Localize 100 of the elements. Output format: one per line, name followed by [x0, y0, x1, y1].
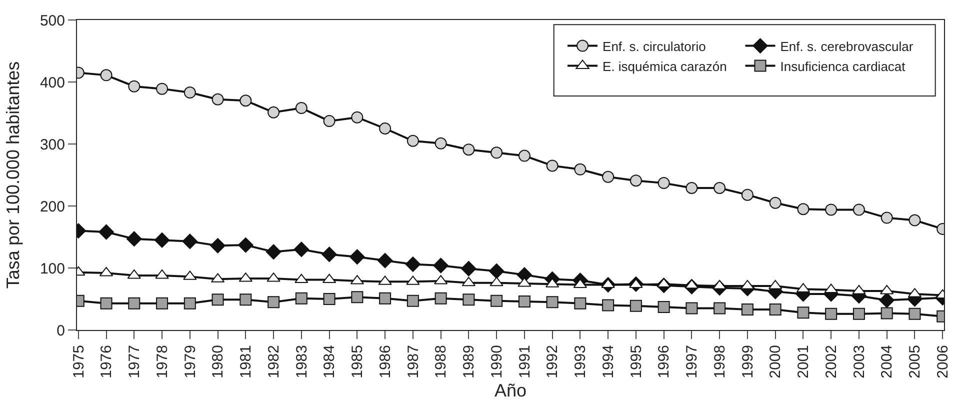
- point: [769, 304, 782, 316]
- point: [210, 238, 226, 254]
- point: [602, 299, 614, 312]
- point: [323, 115, 336, 128]
- point: [741, 188, 754, 201]
- x-tick-label: 1990: [488, 345, 506, 378]
- point: [433, 258, 448, 274]
- x-tick-label: 1999: [739, 345, 756, 378]
- point: [128, 80, 140, 92]
- point: [686, 182, 698, 194]
- x-tick-label: 1984: [321, 345, 338, 378]
- point: [741, 304, 754, 316]
- x-tick-label: 2002: [822, 345, 840, 378]
- point: [686, 302, 698, 314]
- point: [266, 244, 282, 260]
- point: [155, 269, 169, 279]
- point: [825, 204, 838, 216]
- point: [797, 306, 810, 319]
- point: [100, 69, 112, 82]
- point: [516, 267, 532, 282]
- x-tick-label: 1982: [265, 345, 282, 378]
- x-tick-label: 1981: [238, 345, 255, 378]
- y-tick-label: 400: [40, 74, 65, 92]
- point: [630, 300, 642, 312]
- point: [852, 284, 866, 294]
- point: [574, 297, 586, 310]
- x-tick-label: 1979: [182, 345, 199, 378]
- point: [379, 292, 392, 304]
- point: [184, 86, 196, 99]
- point: [518, 150, 530, 162]
- point: [212, 93, 224, 106]
- point: [714, 182, 726, 194]
- point: [238, 237, 254, 253]
- point: [630, 174, 642, 187]
- point: [769, 196, 782, 209]
- x-tick-label: 1995: [628, 345, 645, 378]
- point: [797, 203, 810, 216]
- legend-label: Enf. s. cerebrovascular: [780, 38, 914, 54]
- y-tick-label: 100: [40, 260, 65, 278]
- point: [184, 297, 196, 310]
- point: [350, 249, 365, 264]
- x-tick-label: 1978: [154, 345, 171, 378]
- point: [377, 252, 393, 268]
- point: [546, 296, 558, 308]
- point: [295, 292, 308, 304]
- point: [658, 301, 670, 314]
- point: [128, 297, 140, 310]
- x-tick-label: 1985: [349, 345, 366, 378]
- legend-label: Insuficienca cardiacat: [780, 58, 906, 74]
- x-tick-label: 1994: [600, 345, 617, 378]
- point: [100, 297, 112, 310]
- point: [268, 106, 280, 118]
- x-tick-label: 1998: [711, 345, 728, 378]
- point: [98, 224, 114, 240]
- point: [908, 308, 921, 320]
- x-tick-label: 1975: [70, 345, 88, 378]
- x-tick-label: 1983: [293, 345, 310, 378]
- y-tick-label: 200: [40, 198, 65, 216]
- x-tick-label: 1992: [544, 345, 562, 378]
- point: [880, 212, 893, 224]
- point: [294, 274, 308, 284]
- point: [574, 163, 586, 176]
- point: [880, 284, 894, 294]
- x-tick-label: 2000: [767, 345, 784, 378]
- point: [405, 256, 421, 272]
- x-tick-label: 2004: [878, 345, 896, 378]
- point: [490, 276, 504, 286]
- point: [490, 294, 503, 307]
- x-tick-label: 1991: [516, 345, 534, 378]
- point: [462, 294, 475, 306]
- x-tick-label: 1996: [656, 345, 673, 378]
- point: [879, 292, 894, 308]
- x-tick-label: 2005: [906, 345, 924, 378]
- point: [714, 302, 726, 314]
- point: [406, 134, 419, 147]
- x-tick-label: 2003: [850, 345, 868, 378]
- point: [602, 170, 614, 183]
- point: [268, 296, 280, 308]
- y-tick-label: 0: [56, 322, 65, 340]
- x-tick-label: 1987: [404, 345, 422, 378]
- point: [379, 122, 392, 134]
- point: [323, 293, 336, 305]
- point: [658, 177, 670, 190]
- point: [240, 294, 252, 306]
- point: [154, 232, 170, 248]
- point: [127, 269, 141, 279]
- point: [406, 294, 419, 307]
- legend-label: E. isquémica carazón: [602, 58, 727, 74]
- point: [322, 246, 337, 262]
- x-tick-label: 1976: [98, 345, 116, 378]
- x-tick-label: 1986: [376, 345, 394, 378]
- point: [351, 111, 364, 124]
- point: [712, 280, 726, 290]
- point: [880, 307, 893, 320]
- point: [461, 260, 476, 276]
- x-tick-label: 2001: [795, 345, 812, 378]
- point: [351, 291, 364, 304]
- point: [740, 280, 754, 290]
- point: [156, 297, 168, 310]
- point: [295, 102, 308, 114]
